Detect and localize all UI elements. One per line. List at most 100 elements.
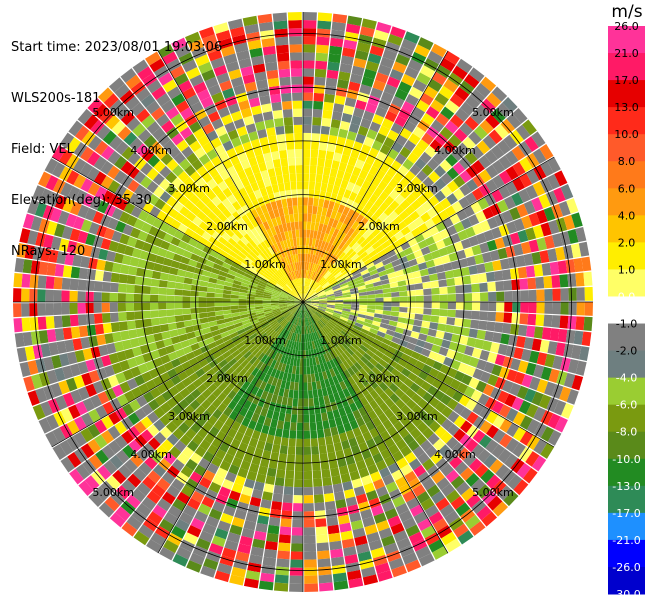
range-gate [316,287,324,294]
range-gate [421,229,432,240]
range-gate [296,317,300,326]
range-gate [178,354,189,365]
range-gate [142,242,153,253]
range-gate [310,299,320,302]
range-gate [462,318,472,328]
range-gate [354,194,363,205]
range-gate [416,387,427,398]
range-gate [276,260,283,269]
range-gate [237,386,246,397]
range-gate [140,189,153,202]
range-gate [259,232,267,242]
range-gate [159,272,169,281]
range-gate [439,294,448,302]
range-gate [409,458,422,471]
range-gate [323,260,330,269]
range-gate [286,302,295,304]
range-gate [431,308,440,316]
range-gate [312,263,318,272]
range-gate [430,250,441,260]
range-gate [243,350,252,359]
range-gate [330,316,339,322]
range-gate [502,323,512,334]
range-gate [439,126,454,140]
range-gate [316,421,324,431]
range-gate [149,302,159,311]
range-gate [325,77,338,88]
range-gate [395,327,405,334]
range-gate [159,414,172,426]
range-gate [251,335,260,343]
range-gate [321,269,329,277]
range-gate [13,317,23,333]
range-gate [161,439,174,452]
range-gate [282,502,293,512]
range-gate [336,322,345,329]
range-gate [275,566,290,576]
range-gate [339,63,353,74]
range-gate [216,202,227,213]
range-gate [280,308,289,313]
range-gate [215,29,231,42]
range-gate [422,427,435,440]
range-gate [175,348,186,358]
range-gate [221,114,233,126]
range-gate [231,361,241,371]
range-gate [54,264,65,277]
range-gate [355,416,366,427]
range-gate [553,400,567,416]
range-gate [403,347,414,357]
range-gate [407,307,416,314]
range-gate [330,280,338,286]
range-gate [73,447,88,463]
range-gate [355,259,364,267]
range-gate [340,414,350,425]
range-gate [283,347,289,356]
range-gate [140,175,153,189]
range-gate [433,257,443,266]
range-gate [311,302,320,304]
range-gate [235,325,245,332]
range-gate [114,155,128,170]
range-gate [159,426,172,439]
range-gate [319,302,328,305]
range-gate [212,408,223,420]
range-gate [394,363,405,373]
range-gate [114,341,125,353]
range-gate [263,53,277,64]
range-gate [304,583,319,592]
range-gate [218,359,228,368]
range-gate [326,307,335,311]
range-gate [266,467,277,478]
range-gate [272,12,288,22]
range-gate [248,131,259,142]
range-gate [299,358,303,367]
range-gate [222,396,232,407]
range-gate [238,227,247,237]
range-gate [333,287,342,292]
range-gate [264,312,273,317]
range-gate [288,438,296,447]
range-gate [150,107,165,121]
range-gate [260,407,269,417]
range-gate [370,342,380,350]
range-gate [170,260,181,269]
range-gate [35,387,48,404]
range-gate [460,266,470,277]
range-gate [440,172,453,185]
range-gate [384,110,398,123]
range-gate [171,37,188,51]
range-gate [520,302,529,313]
range-gate [340,179,349,190]
range-gate [337,79,349,90]
range-gate [464,514,481,530]
range-gate [227,129,239,141]
range-gate [368,214,379,224]
range-gate [300,318,303,327]
range-gate [303,511,315,520]
range-gate [571,374,584,391]
range-gate [39,188,53,204]
range-gate [338,128,349,139]
range-gate [176,139,189,152]
range-gate [231,420,241,432]
